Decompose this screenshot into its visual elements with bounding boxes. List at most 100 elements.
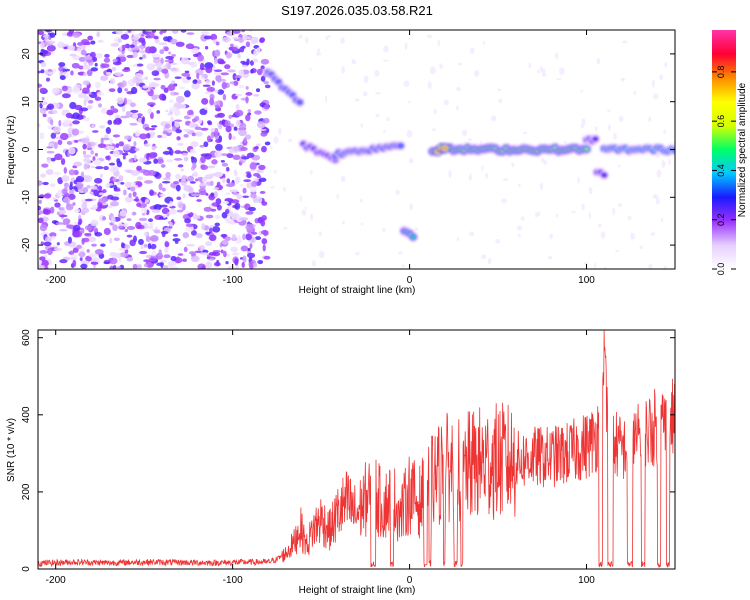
spectrogram-noise-blob [240, 245, 249, 252]
spectrogram-noise-blob [163, 254, 171, 259]
spectrogram-noise-blob [53, 87, 60, 94]
spectrogram-noise-blob [173, 180, 180, 185]
spectrogram-noise-blob [119, 46, 123, 51]
spectrogram-noise-speck [577, 176, 580, 185]
colorbar: 0.0 0.2 0.4 0.6 0.8 Normalized spectral ampl… [712, 30, 748, 275]
spectrogram-noise-blob [126, 256, 134, 262]
spectrogram-noise-blob [139, 250, 148, 255]
spectrogram-noise-speck [318, 231, 322, 236]
spectrogram-noise-blob [203, 206, 213, 212]
spectrogram-noise-blob [44, 69, 49, 76]
spectrogram-noise-speck [580, 123, 584, 129]
spectrogram-noise-blob [241, 64, 248, 68]
spectrogram-noise-blob [164, 59, 173, 63]
spectrogram-noise-speck [542, 73, 547, 77]
spectrogram-noise-blob [132, 51, 138, 58]
spectrogram-noise-blob [40, 173, 47, 178]
spectrogram-noise-blob [104, 134, 109, 139]
spectrogram-noise-blob [144, 126, 151, 131]
colorbar-scale [712, 30, 736, 269]
spectrogram-noise-speck [375, 91, 381, 95]
spectrogram-noise-blob [90, 67, 99, 72]
spectrogram-noise-blob [52, 197, 57, 201]
spectrogram-noise-blob [195, 233, 203, 239]
spectrogram-noise-blob [66, 225, 74, 229]
spectrogram-noise-speck [627, 215, 632, 220]
spectrogram-noise-blob [257, 259, 264, 265]
spectrogram-noise-blob [210, 33, 218, 41]
spectrogram-noise-blob [197, 54, 205, 62]
spectrogram-noise-blob [100, 75, 109, 81]
spectrogram-noise-blob [128, 47, 132, 52]
spectrogram-noise-blob [219, 100, 223, 108]
spectrogram-noise-speck [340, 175, 346, 183]
spectrogram-noise-blob [62, 123, 70, 128]
spectrogram-noise-speck [433, 108, 437, 115]
spectrogram-noise-speck [571, 210, 576, 214]
spectrogram-noise-blob [214, 150, 222, 158]
spectrogram-noise-speck [431, 128, 437, 132]
spectrogram-noise-blob [232, 192, 239, 196]
spectrogram-noise-blob [190, 229, 197, 236]
spectrogram-noise-speck [650, 232, 656, 236]
spectrogram-noise-blob [97, 143, 107, 149]
spectrogram-noise-speck [485, 172, 489, 179]
spectrogram-noise-blob [181, 152, 188, 156]
snr-x-label: Height of straight line (km) [299, 585, 416, 596]
spectrogram-noise-blob [82, 157, 91, 163]
spectrogram-noise-blob [255, 88, 261, 93]
spectrogram-noise-blob [58, 209, 67, 215]
spectrogram-noise-blob [129, 122, 138, 126]
spectrogram-noise-blob [168, 99, 174, 103]
spectrogram-noise-blob [160, 164, 166, 168]
spectrogram-noise-blob [112, 224, 118, 232]
spectrogram-noise-blob [69, 184, 73, 191]
spectrogram-noise-blob [162, 264, 169, 269]
spectrogram-noise-blob [201, 252, 209, 256]
spectrogram-noise-blob [38, 180, 43, 186]
spectrogram-noise-speck [618, 115, 624, 122]
spectrogram-noise-blob [199, 144, 205, 148]
spectrogram-noise-speck [622, 40, 628, 44]
spectrogram-noise-speck [502, 178, 509, 182]
spectrogram-noise-blob [180, 178, 187, 187]
spectrogram-noise-blob [183, 246, 188, 253]
spectrogram-noise-blob [180, 30, 187, 33]
spectrogram-noise-blob [156, 110, 161, 114]
spectrogram-noise-blob [208, 227, 213, 234]
spectrogram-noise-blob [130, 170, 140, 176]
spectrogram-noise-blob [39, 250, 48, 254]
spectrogram-noise-blob [207, 120, 212, 125]
spectrogram-noise-blob [222, 93, 227, 101]
spectrogram-noise-blob [182, 258, 187, 262]
spectrogram-noise-blob [95, 166, 104, 170]
spectrogram-noise-blob [82, 65, 91, 70]
spectrogram-noise-blob [144, 180, 153, 184]
spectrogram-noise-blob [218, 124, 223, 130]
spectrogram-noise-speck [407, 100, 411, 104]
spectrogram-noise-blob [107, 194, 114, 200]
spectrogram-noise-speck [479, 140, 482, 143]
spectrogram-noise-blob [121, 80, 127, 87]
spectrogram-noise-speck [443, 99, 450, 106]
spectrogram-noise-blob [260, 75, 266, 82]
spectrogram-noise-blob [55, 222, 65, 225]
spectrogram-noise-blob [201, 31, 210, 35]
spectrogram-noise-blob [232, 154, 241, 160]
spectrogram-noise-blob [196, 199, 202, 202]
spectrogram-noise-speck [594, 126, 598, 132]
spectrogram-noise-blob [39, 224, 48, 232]
spectrogram-noise-blob [209, 98, 215, 106]
spectrogram-noise-speck [618, 164, 621, 168]
spectrogram-noise-blob [211, 202, 220, 207]
spectrogram-noise-blob [213, 191, 218, 198]
spectrogram-noise-blob [135, 130, 141, 137]
spectrogram-noise-blob [241, 261, 245, 268]
spectrogram-noise-blob [66, 140, 73, 145]
spectrogram-noise-blob [120, 86, 125, 89]
spectrogram-noise-blob [65, 112, 73, 119]
spectrogram-noise-blob [259, 128, 267, 131]
spectrogram-noise-blob [78, 251, 86, 258]
spectrogram-noise-blob [123, 222, 129, 228]
spectrogram-noise-speck [395, 189, 400, 195]
